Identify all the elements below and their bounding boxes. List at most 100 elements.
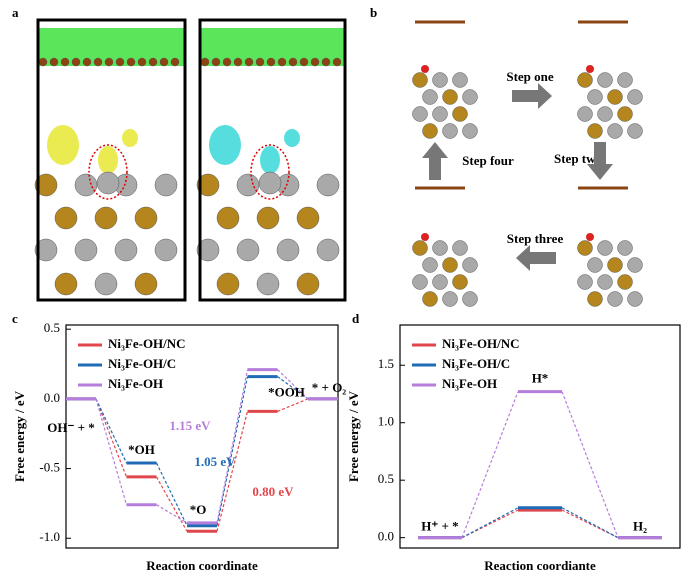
atom xyxy=(266,57,276,67)
atom xyxy=(597,274,613,290)
atom xyxy=(34,173,58,197)
atom xyxy=(296,206,320,230)
atom xyxy=(233,57,243,67)
atom xyxy=(196,173,220,197)
arrow xyxy=(587,142,613,180)
atom xyxy=(222,57,232,67)
atom xyxy=(587,291,603,307)
legend-label: Ni₃Fe-OH/C xyxy=(108,356,176,371)
level-label: H₂ xyxy=(633,519,647,534)
atom xyxy=(71,57,81,67)
atom xyxy=(54,206,78,230)
panel-label: b xyxy=(370,5,377,20)
atom xyxy=(34,238,58,262)
atom xyxy=(114,238,138,262)
atom xyxy=(94,206,118,230)
atom xyxy=(627,257,643,273)
atom xyxy=(617,106,633,122)
x-axis-label: Reaction coordiante xyxy=(484,558,596,573)
connector xyxy=(461,507,519,539)
legend-label: Ni₃Fe-OH/NC xyxy=(442,336,520,351)
atom xyxy=(316,173,340,197)
atom xyxy=(607,89,623,105)
legend-label: Ni₃Fe-OH xyxy=(108,376,163,391)
atom xyxy=(74,173,98,197)
level-label: *OH xyxy=(128,442,155,457)
atom xyxy=(216,206,240,230)
atom xyxy=(288,57,298,67)
atom xyxy=(310,57,320,67)
atom xyxy=(422,123,438,139)
atom xyxy=(452,274,468,290)
atom xyxy=(74,238,98,262)
y-tick-label: 1.0 xyxy=(378,414,394,429)
step-label: Step four xyxy=(462,153,514,168)
atom xyxy=(134,272,158,296)
connector xyxy=(155,462,188,526)
atom xyxy=(115,57,125,67)
y-tick-label: -0.5 xyxy=(39,460,60,475)
atom xyxy=(587,123,603,139)
atom xyxy=(432,106,448,122)
connector xyxy=(216,411,249,532)
atom xyxy=(442,257,458,273)
atom xyxy=(597,240,613,256)
atom xyxy=(94,272,118,296)
adsorbate xyxy=(421,65,429,73)
highlight xyxy=(250,144,290,200)
charge-blob xyxy=(122,129,138,147)
connector xyxy=(216,376,249,526)
charge-blob xyxy=(209,125,241,165)
y-tick-label: 0.0 xyxy=(378,529,394,544)
atom xyxy=(597,106,613,122)
atom xyxy=(236,173,260,197)
connector xyxy=(156,504,188,524)
y-tick-label: -1.0 xyxy=(39,529,60,544)
atom xyxy=(422,291,438,307)
level-label: H⁺ + * xyxy=(421,519,458,534)
atom xyxy=(587,257,603,273)
connector xyxy=(561,391,619,538)
legend-label: Ni₃Fe-OH/NC xyxy=(108,336,186,351)
level-label: OH⁻ + * xyxy=(47,420,95,435)
adsorbate xyxy=(421,233,429,241)
annotation: 0.80 eV xyxy=(252,484,294,499)
y-axis-label: Free energy / eV xyxy=(12,390,27,482)
atom xyxy=(96,171,120,195)
atom xyxy=(617,72,633,88)
atom xyxy=(38,57,48,67)
atom xyxy=(296,272,320,296)
atom xyxy=(627,123,643,139)
atom xyxy=(159,57,169,67)
connector xyxy=(216,369,249,524)
step-label: Step three xyxy=(507,231,564,246)
atom xyxy=(154,173,178,197)
level-label: *O xyxy=(190,502,207,517)
atom xyxy=(462,257,478,273)
atom xyxy=(462,89,478,105)
atom xyxy=(607,123,623,139)
atom xyxy=(244,57,254,67)
atom xyxy=(137,57,147,67)
atom xyxy=(93,57,103,67)
panel-label: c xyxy=(12,311,18,326)
connector xyxy=(155,476,188,532)
y-tick-label: 0.5 xyxy=(378,471,394,486)
panel-label: d xyxy=(352,311,360,326)
atom xyxy=(255,57,265,67)
atom xyxy=(82,57,92,67)
atom xyxy=(422,257,438,273)
atom xyxy=(432,240,448,256)
atom xyxy=(256,206,280,230)
step-label: Step two xyxy=(554,151,602,166)
annotation: 1.15 eV xyxy=(169,418,211,433)
axes-frame xyxy=(65,324,339,549)
panel-b xyxy=(412,20,643,307)
atom xyxy=(196,238,220,262)
atom xyxy=(442,123,458,139)
atom xyxy=(104,57,114,67)
atom xyxy=(627,89,643,105)
atom xyxy=(236,238,260,262)
level-label: H* xyxy=(532,371,549,386)
